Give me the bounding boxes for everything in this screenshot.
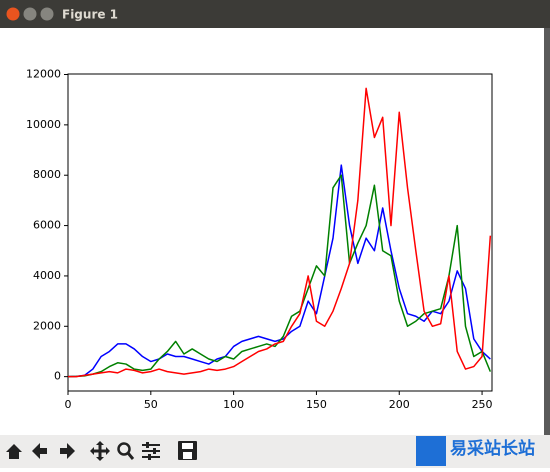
window-edge [544, 28, 550, 435]
zoom-handle [126, 452, 135, 460]
close-button[interactable] [6, 7, 20, 21]
back-button[interactable] [32, 443, 47, 459]
x-tick-label: 150 [306, 398, 327, 411]
series-line [67, 174, 492, 378]
configure-button[interactable] [142, 442, 160, 460]
x-tick-label: 250 [472, 398, 493, 411]
y-tick-label: 12000 [26, 68, 61, 81]
watermark-text: 易采站长站 [450, 438, 535, 459]
window-title: Figure 1 [62, 8, 118, 22]
x-tick-label: 0 [65, 398, 72, 411]
zoom-button[interactable] [117, 442, 131, 456]
title-bar [0, 0, 550, 28]
watermark-logo [416, 436, 446, 466]
x-tick-label: 50 [144, 398, 158, 411]
y-tick-label: 10000 [26, 118, 61, 131]
y-tick-label: 8000 [33, 168, 61, 181]
y-tick-label: 4000 [33, 269, 61, 282]
minimize-button[interactable] [23, 7, 37, 21]
maximize-button[interactable] [40, 7, 54, 21]
y-tick-label: 2000 [33, 319, 61, 332]
pan-button[interactable] [90, 441, 110, 461]
x-tick-label: 100 [223, 398, 244, 411]
save-icon-label [182, 443, 193, 449]
save-icon-slot [183, 452, 192, 459]
series-line [68, 87, 492, 378]
home-button[interactable] [6, 444, 22, 459]
forward-button[interactable] [60, 443, 75, 459]
series-line [67, 164, 491, 378]
y-tick-label: 0 [54, 370, 61, 383]
y-tick-label: 6000 [33, 219, 61, 232]
toolbar-icons [6, 441, 197, 461]
x-tick-label: 200 [389, 398, 410, 411]
axes-frame [67, 73, 493, 392]
